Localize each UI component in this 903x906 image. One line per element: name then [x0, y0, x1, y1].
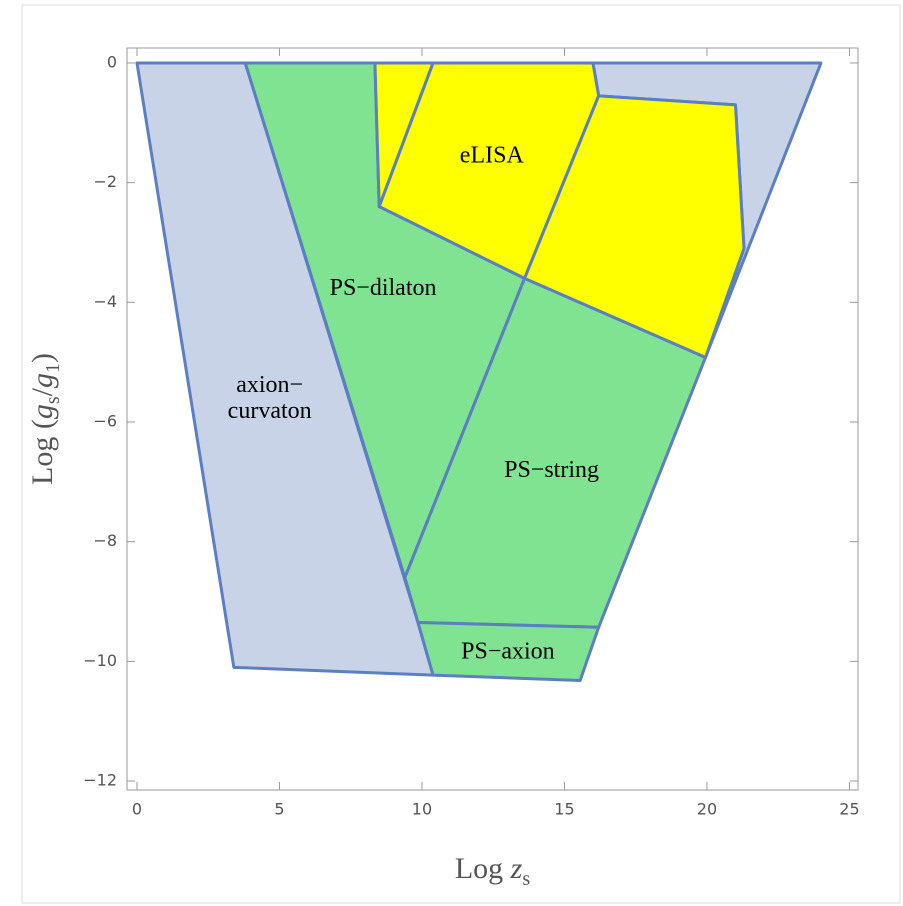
y-label-part: g — [26, 373, 59, 388]
x-tick-label: 25 — [839, 800, 859, 819]
y-tick-label: −8 — [93, 531, 117, 550]
region-label: PS−dilaton — [330, 275, 437, 301]
region-label: PS−string — [504, 457, 599, 483]
y-tick-label: −12 — [83, 771, 117, 790]
region-label: eLISA — [460, 142, 525, 168]
x-tick-label: 20 — [697, 800, 717, 819]
x-tick-label: 15 — [554, 800, 574, 819]
y-label-part: s — [42, 396, 64, 404]
y-label-part: 1 — [42, 363, 64, 373]
x-label-part: s — [522, 868, 530, 890]
y-tick-label: −6 — [93, 411, 117, 430]
y-label-part: Log ( — [26, 419, 59, 485]
x-tick-label: 0 — [132, 800, 142, 819]
y-tick-label: 0 — [107, 52, 117, 71]
region-label: curvaton — [228, 398, 312, 424]
page: axion−curvaton PS−dilaton PS−string PS−axio… — [0, 0, 903, 906]
y-tick-label: −2 — [93, 172, 117, 191]
x-tick-label: 5 — [274, 800, 284, 819]
x-tick-label: 10 — [412, 800, 432, 819]
x-label-part: Log — [455, 852, 511, 885]
x-axis-label: Log zs — [455, 852, 531, 890]
region-label: axion− — [236, 372, 303, 398]
x-label-part: z — [510, 852, 523, 885]
y-tick-label: −10 — [83, 651, 117, 670]
y-label-part: ) — [26, 353, 59, 363]
y-label-part: g — [26, 404, 59, 419]
chart: axion−curvaton PS−dilaton PS−string PS−axio… — [0, 0, 903, 906]
y-tick-label: −4 — [93, 292, 117, 311]
region-label: PS−axion — [461, 638, 555, 664]
